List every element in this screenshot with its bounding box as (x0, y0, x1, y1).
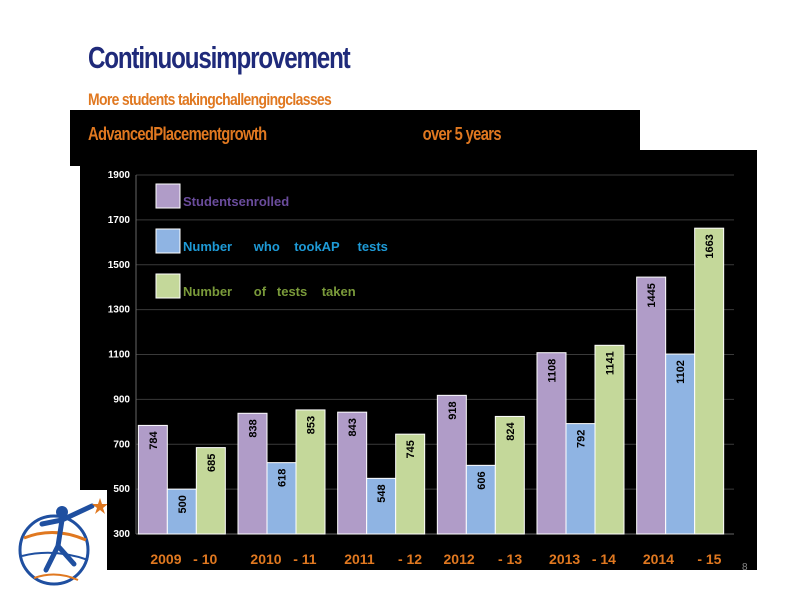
slide-title: Continuousimprovement (88, 40, 351, 75)
bar (395, 433, 426, 535)
bar (665, 353, 696, 535)
y-tick-label: 900 (113, 394, 130, 405)
bar-data-label: 824 (505, 422, 517, 441)
bar-data-label: 1445 (646, 283, 658, 307)
bar-data-label: 618 (277, 469, 289, 487)
bar-data-label: 548 (376, 484, 388, 502)
x-tick-label: 2009 - 10 (150, 551, 217, 567)
y-tick-label: 1100 (108, 350, 130, 361)
legend-swatch (155, 228, 181, 254)
bar (195, 447, 226, 535)
legend-swatch (155, 183, 181, 209)
bar-data-label: 1108 (547, 359, 559, 383)
banner-text: AdvancedPlacementgrowth over 5 years (88, 124, 502, 145)
bar-data-label: 853 (306, 416, 318, 434)
x-tick-label: 2010 - 11 (250, 551, 316, 567)
y-tick-label: 1300 (108, 305, 131, 316)
bar (636, 276, 667, 535)
x-tick-label: 2011 - 12 (344, 551, 422, 567)
x-tick-label: 2012 - 13 (444, 551, 523, 567)
bar-data-label: 1663 (704, 234, 716, 258)
y-tick-label: 1900 (108, 170, 131, 181)
x-tick-label: 2014 - 15 (643, 551, 722, 567)
bar-data-label: 838 (248, 419, 260, 437)
bar-data-label: 784 (148, 431, 160, 450)
bar-data-label: 843 (347, 418, 359, 436)
bar (594, 344, 625, 535)
y-tick-label: 700 (113, 439, 130, 450)
bar-data-label: 500 (177, 495, 189, 513)
page-number: 8 (742, 562, 748, 573)
bar-data-label: 1102 (675, 360, 687, 384)
school-logo (12, 490, 108, 590)
y-tick-label: 500 (113, 484, 130, 495)
y-tick-label: 1700 (108, 215, 131, 226)
legend-label: Number who tookAP tests (183, 239, 388, 254)
bar (694, 227, 725, 535)
bar-data-label: 606 (476, 471, 488, 489)
bar (337, 411, 368, 535)
bar-data-label: 918 (447, 401, 459, 419)
bar (494, 415, 525, 535)
legend-label: Studentsenrolled (183, 194, 289, 209)
banner-right-text: over 5 years (422, 124, 502, 144)
x-tick-label: 2013 - 14 (549, 551, 616, 567)
bar-data-label: 792 (576, 430, 588, 448)
logo-icon (18, 498, 108, 586)
y-tick-label: 300 (113, 529, 130, 540)
slide-subtitle: More students takingchallengingclasses (88, 90, 332, 109)
bar (295, 409, 326, 535)
bar-data-label: 1141 (605, 351, 617, 375)
legend-label: Number of tests taken (183, 284, 356, 299)
bar-chart: 300 500 700 900 1100 1300 1500 1700 1900 784 500 68… (108, 170, 734, 567)
bar (436, 394, 467, 535)
bar (366, 477, 397, 535)
bar (137, 424, 168, 535)
legend-swatch (155, 273, 181, 299)
banner-left-text: AdvancedPlacementgrowth (88, 124, 267, 144)
bar (465, 464, 496, 535)
y-tick-label: 1500 (108, 260, 131, 271)
bar-data-label: 685 (206, 454, 218, 472)
bar-data-label: 745 (405, 440, 417, 458)
